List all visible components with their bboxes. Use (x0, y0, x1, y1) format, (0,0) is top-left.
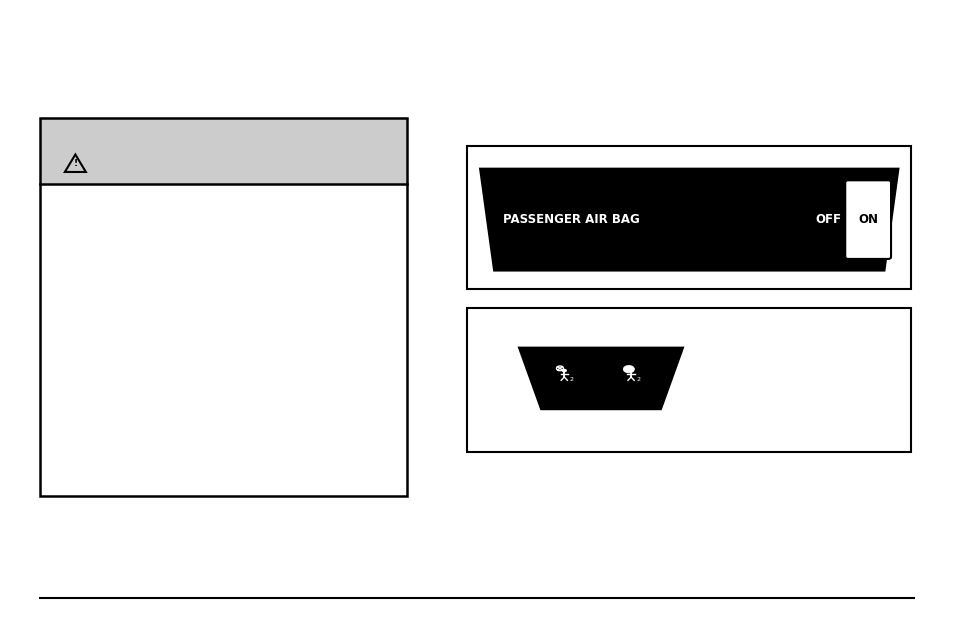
Text: 2: 2 (569, 377, 574, 382)
Text: !: ! (73, 159, 77, 168)
Text: PASSENGER AIR BAG: PASSENGER AIR BAG (502, 213, 639, 226)
Bar (40, 118, 407, 496)
Bar (40, 184, 407, 496)
FancyBboxPatch shape (844, 180, 890, 259)
Circle shape (622, 366, 634, 373)
Text: 2: 2 (636, 377, 640, 382)
Text: ON: ON (858, 213, 877, 226)
Circle shape (561, 369, 566, 372)
Polygon shape (517, 347, 683, 410)
Text: OFF: OFF (814, 213, 841, 226)
Bar (467, 146, 910, 289)
Bar (467, 308, 910, 452)
Circle shape (628, 369, 633, 372)
Polygon shape (478, 168, 899, 272)
Bar (40, 118, 407, 184)
